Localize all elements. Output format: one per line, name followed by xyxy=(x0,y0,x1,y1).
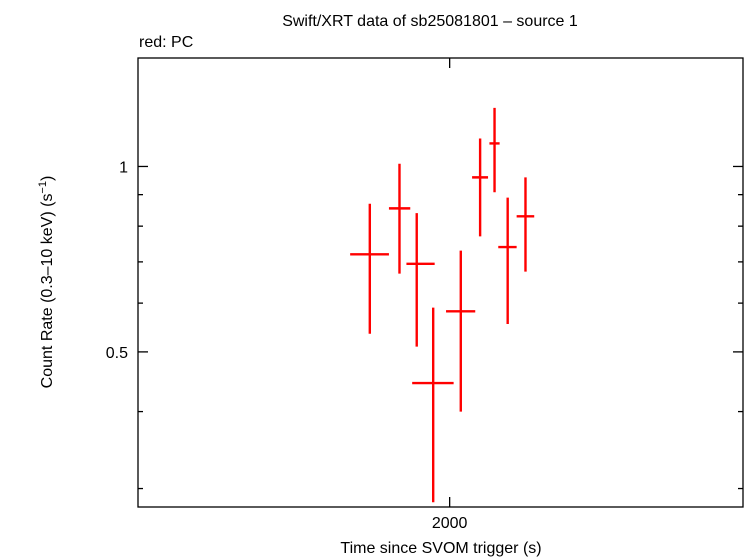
x-tick-label: 2000 xyxy=(432,515,468,532)
data-points xyxy=(350,107,535,503)
y-axis-label-main: Count Rate (0.3–10 keV) (s xyxy=(39,194,56,389)
plot-frame xyxy=(137,57,744,508)
data-point xyxy=(388,163,411,274)
chart-subtitle: red: PC xyxy=(139,34,193,51)
data-point xyxy=(412,307,454,503)
data-point xyxy=(446,250,476,412)
axis-tick-labels: 0.5 1 2000 xyxy=(106,159,468,532)
data-point xyxy=(406,213,435,347)
y-tick-label: 0.5 xyxy=(106,345,128,362)
data-point xyxy=(498,197,517,324)
y-axis-label: Count Rate (0.3–10 keV) (s−1) xyxy=(37,176,56,389)
data-point xyxy=(350,203,389,334)
data-point xyxy=(516,177,535,272)
x-axis-label: Time since SVOM trigger (s) xyxy=(340,540,541,557)
data-point xyxy=(489,107,500,193)
axis-ticks xyxy=(138,58,743,507)
chart-title: Swift/XRT data of sb25081801 – source 1 xyxy=(282,13,578,30)
y-axis-label-exponent: −1 xyxy=(37,181,49,194)
data-point xyxy=(472,138,489,237)
y-axis-label-close: ) xyxy=(39,176,56,181)
y-tick-label: 1 xyxy=(119,159,128,176)
